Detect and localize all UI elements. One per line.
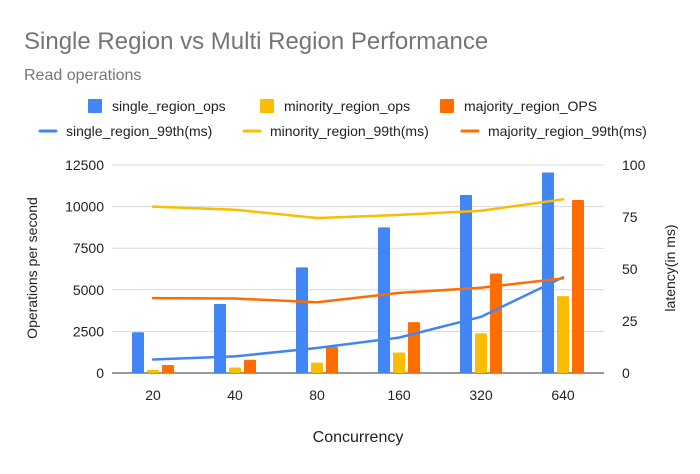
y-tick-label: 5000: [73, 282, 104, 298]
legend-label-minority_region_99th(ms): minority_region_99th(ms): [270, 123, 429, 139]
bar-single_region_ops-80: [296, 267, 308, 373]
x-tick-label: 640: [551, 387, 575, 403]
lines: [151, 198, 565, 361]
gridlines: [112, 164, 604, 374]
legend-swatch-majority_region_OPS: [440, 99, 454, 113]
bar-majority_region_OPS-80: [326, 347, 338, 373]
bar-single_region_ops-160: [378, 227, 390, 373]
bar-majority_region_OPS-40: [244, 359, 256, 373]
bar-minority_region_ops-40: [229, 367, 241, 373]
y2-tick-label: 50: [622, 261, 638, 277]
y2-tick-label: 75: [622, 209, 638, 225]
bar-minority_region_ops-320: [475, 333, 487, 373]
y2-tick-label: 0: [622, 365, 630, 381]
x-axis-label: Concurrency: [313, 429, 404, 446]
x-tick-label: 160: [387, 387, 411, 403]
y-tick-label: 10000: [65, 199, 104, 215]
legend-label-single_region_ops: single_region_ops: [112, 98, 226, 114]
line-minority_region_99th(ms): [151, 198, 565, 220]
y2-tick-label: 100: [622, 157, 646, 173]
bar-minority_region_ops-20: [147, 370, 159, 373]
bar-single_region_ops-40: [214, 303, 226, 373]
line-single_region_99th(ms): [151, 276, 565, 361]
legend-swatch-single_region_ops: [88, 99, 102, 113]
bar-majority_region_OPS-160: [408, 322, 420, 373]
bars: [132, 172, 584, 373]
legend-swatch-minority_region_ops: [260, 99, 274, 113]
bar-majority_region_OPS-320: [490, 273, 502, 373]
bar-majority_region_OPS-640: [572, 199, 584, 373]
y-tick-label: 12500: [65, 157, 104, 173]
y-axis-ticks: 0 2500 5000 7500 10000 12500: [65, 157, 104, 381]
legend-label-minority_region_ops: minority_region_ops: [284, 98, 410, 114]
x-tick-label: 80: [309, 387, 325, 403]
y-tick-label: 2500: [73, 323, 104, 339]
legend-label-single_region_99th(ms): single_region_99th(ms): [66, 123, 212, 139]
bar-single_region_ops-20: [132, 332, 144, 373]
bar-majority_region_OPS-20: [162, 365, 174, 373]
legend: single_region_ops minority_region_ops majo…: [38, 98, 647, 139]
y-tick-label: 0: [96, 365, 104, 381]
bar-minority_region_ops-80: [311, 362, 323, 373]
y-tick-label: 7500: [73, 240, 104, 256]
y-axis-label: Operations per second: [24, 197, 40, 339]
bar-minority_region_ops-640: [557, 296, 569, 373]
line-majority_region_99th(ms): [151, 277, 565, 304]
x-tick-label: 40: [227, 387, 243, 403]
x-tick-label: 320: [469, 387, 493, 403]
bar-minority_region_ops-160: [393, 352, 405, 373]
bar-single_region_ops-640: [542, 172, 554, 373]
legend-label-majority_region_OPS: majority_region_OPS: [464, 98, 597, 114]
legend-label-majority_region_99th(ms): majority_region_99th(ms): [488, 123, 647, 139]
y2-axis-label: latency(in ms): [662, 224, 678, 311]
bar-single_region_ops-320: [460, 194, 472, 373]
chart-subtitle: Read operations: [24, 67, 141, 84]
chart-title: Single Region vs Multi Region Performanc…: [24, 28, 488, 55]
y2-axis-ticks: 0 25 50 75 100: [622, 157, 646, 381]
x-axis-ticks: 20 40 80 160 320 640: [145, 387, 575, 403]
x-tick-label: 20: [145, 387, 161, 403]
y2-tick-label: 25: [622, 313, 638, 329]
